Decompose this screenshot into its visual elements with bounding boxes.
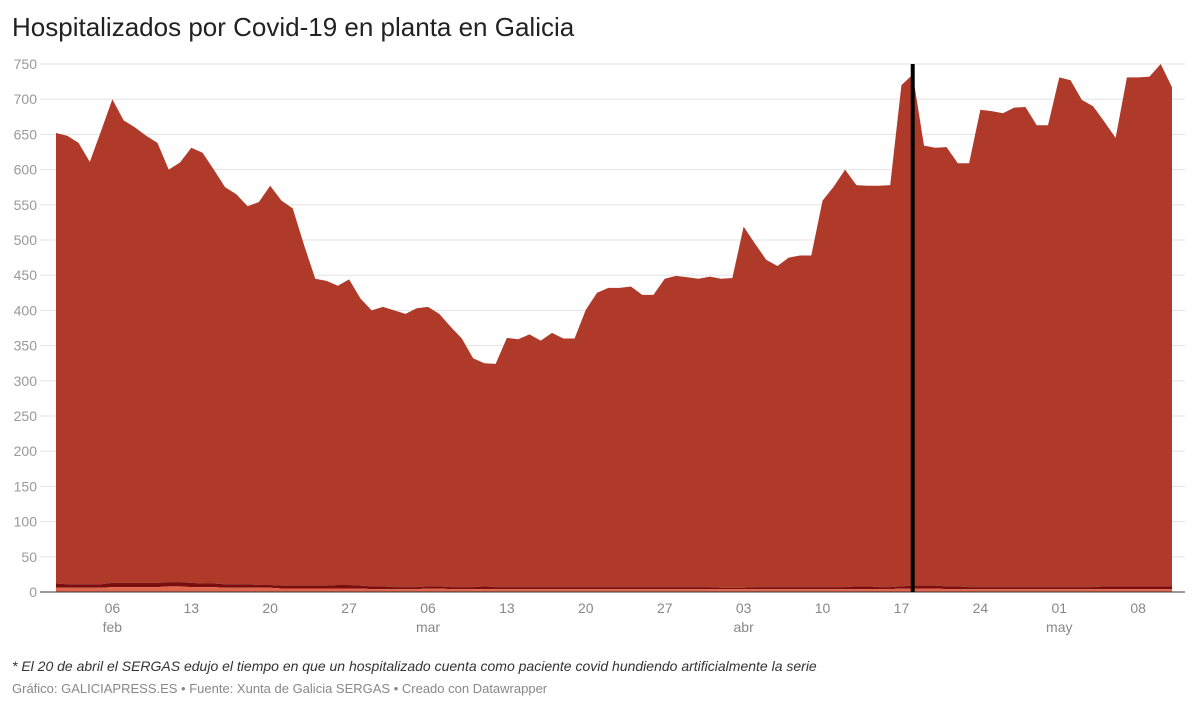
y-tick-label: 150 bbox=[14, 478, 38, 494]
chart-credit: Gráfico: GALICIAPRESS.ES • Fuente: Xunta… bbox=[12, 681, 548, 696]
x-tick-month: may bbox=[1046, 619, 1072, 635]
y-tick-label: 0 bbox=[29, 584, 37, 600]
x-tick-label: 01 bbox=[1051, 600, 1067, 616]
x-tick-label: 06 bbox=[420, 600, 436, 616]
y-tick-label: 400 bbox=[14, 302, 38, 318]
x-tick-month: abr bbox=[734, 619, 755, 635]
area-chart: 0 50 100 150 200 250 300 350 400 450 500 550 600 650 7… bbox=[14, 56, 1185, 635]
x-tick-label: 20 bbox=[578, 600, 594, 616]
y-tick-label: 50 bbox=[21, 549, 37, 565]
y-tick-label: 250 bbox=[14, 408, 38, 424]
y-tick-label: 750 bbox=[14, 56, 38, 72]
y-tick-label: 200 bbox=[14, 443, 38, 459]
x-tick-label: 20 bbox=[262, 600, 278, 616]
y-tick-label: 300 bbox=[14, 373, 38, 389]
area-series-bottom bbox=[56, 586, 1172, 592]
chart-title: Hospitalizados por Covid-19 en planta en… bbox=[12, 12, 575, 42]
y-tick-label: 650 bbox=[14, 126, 38, 142]
x-tick-label: 24 bbox=[973, 600, 989, 616]
x-tick-label: 27 bbox=[657, 600, 673, 616]
area-series-middle bbox=[56, 582, 1172, 590]
x-tick-month: mar bbox=[416, 619, 440, 635]
area-series-top bbox=[56, 64, 1172, 588]
x-tick-label: 08 bbox=[1130, 600, 1146, 616]
x-tick-label: 10 bbox=[815, 600, 831, 616]
x-tick-month: feb bbox=[103, 619, 123, 635]
x-tick-label: 27 bbox=[341, 600, 357, 616]
y-tick-label: 500 bbox=[14, 232, 38, 248]
x-tick-label: 17 bbox=[894, 600, 910, 616]
y-tick-label: 600 bbox=[14, 162, 38, 178]
x-tick-label: 03 bbox=[736, 600, 752, 616]
y-tick-label: 450 bbox=[14, 267, 38, 283]
x-tick-label: 13 bbox=[183, 600, 199, 616]
x-tick-label: 06 bbox=[105, 600, 121, 616]
y-tick-label: 100 bbox=[14, 514, 38, 530]
y-tick-label: 700 bbox=[14, 91, 38, 107]
chart-note: * El 20 de abril el SERGAS edujo el tiem… bbox=[12, 658, 817, 674]
y-tick-label: 350 bbox=[14, 338, 38, 354]
y-tick-label: 550 bbox=[14, 197, 38, 213]
x-tick-label: 13 bbox=[499, 600, 515, 616]
